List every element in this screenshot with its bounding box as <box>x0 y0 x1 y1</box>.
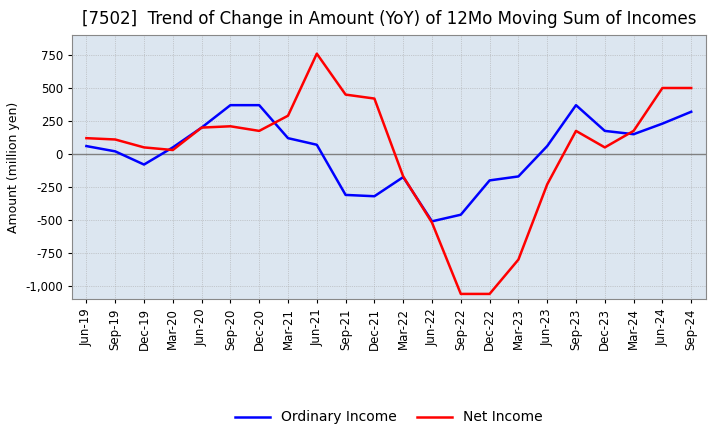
Net Income <box>255 128 264 133</box>
Net Income <box>543 182 552 187</box>
Ordinary Income <box>399 174 408 180</box>
Net Income <box>370 96 379 101</box>
Ordinary Income <box>168 145 177 150</box>
Ordinary Income <box>284 136 292 141</box>
Ordinary Income <box>543 143 552 149</box>
Ordinary Income <box>140 162 148 167</box>
Net Income <box>572 128 580 133</box>
Ordinary Income <box>111 149 120 154</box>
Ordinary Income <box>255 103 264 108</box>
Legend: Ordinary Income, Net Income: Ordinary Income, Net Income <box>229 404 549 429</box>
Net Income <box>341 92 350 97</box>
Net Income <box>428 220 436 225</box>
Net Income <box>600 145 609 150</box>
Ordinary Income <box>600 128 609 133</box>
Net Income <box>514 257 523 262</box>
Ordinary Income <box>485 178 494 183</box>
Net Income <box>485 291 494 297</box>
Ordinary Income <box>687 109 696 114</box>
Ordinary Income <box>572 103 580 108</box>
Ordinary Income <box>226 103 235 108</box>
Ordinary Income <box>428 219 436 224</box>
Title: [7502]  Trend of Change in Amount (YoY) of 12Mo Moving Sum of Incomes: [7502] Trend of Change in Amount (YoY) o… <box>81 10 696 28</box>
Ordinary Income <box>456 212 465 217</box>
Y-axis label: Amount (million yen): Amount (million yen) <box>6 102 19 233</box>
Net Income <box>687 85 696 91</box>
Net Income <box>140 145 148 150</box>
Ordinary Income <box>629 132 638 137</box>
Net Income <box>456 291 465 297</box>
Ordinary Income <box>197 125 206 130</box>
Net Income <box>658 85 667 91</box>
Ordinary Income <box>514 174 523 179</box>
Net Income <box>629 128 638 133</box>
Line: Ordinary Income: Ordinary Income <box>86 105 691 221</box>
Net Income <box>82 136 91 141</box>
Net Income <box>226 124 235 129</box>
Ordinary Income <box>312 142 321 147</box>
Ordinary Income <box>341 192 350 198</box>
Net Income <box>111 137 120 142</box>
Ordinary Income <box>82 143 91 149</box>
Net Income <box>197 125 206 130</box>
Net Income <box>399 174 408 179</box>
Ordinary Income <box>370 194 379 199</box>
Net Income <box>312 51 321 56</box>
Line: Net Income: Net Income <box>86 54 691 294</box>
Ordinary Income <box>658 121 667 126</box>
Net Income <box>168 147 177 153</box>
Net Income <box>284 113 292 118</box>
